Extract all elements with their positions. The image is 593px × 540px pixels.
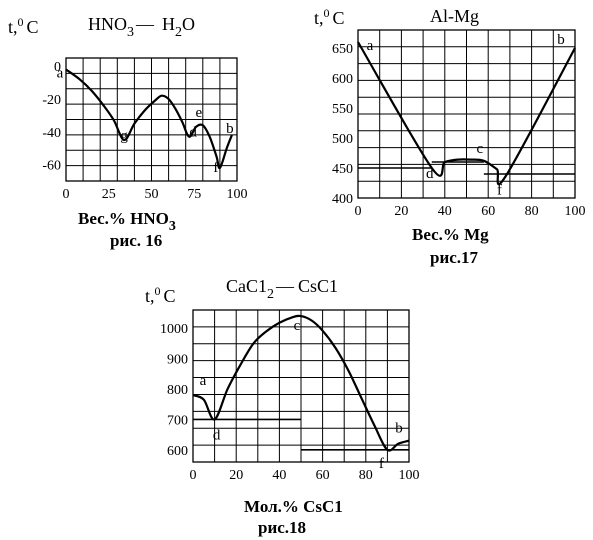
- fig16-liquidus-curve: [65, 68, 233, 170]
- point-label-d: d: [189, 125, 197, 141]
- y-tick-label: 650: [332, 42, 353, 57]
- fig17-eutectic-lines: [358, 161, 575, 175]
- x-tick-label: 0: [355, 204, 362, 219]
- point-label-a: a: [57, 65, 64, 81]
- point-label-f: f: [379, 456, 384, 472]
- point-label-c: c: [294, 318, 301, 334]
- x-tick-label: 100: [399, 468, 420, 483]
- point-label-b: b: [395, 421, 403, 437]
- y-tick-label: 600: [167, 444, 188, 459]
- fig16-ticks: 0 25 50 75 100 0 -20 -40 -60: [42, 60, 247, 202]
- fig18-title: CaC12— CsC1: [226, 276, 338, 302]
- y-tick-label: 550: [332, 102, 353, 117]
- point-label-e: e: [195, 105, 202, 121]
- fig18-xlabel: Мол.% CsC1: [244, 497, 343, 516]
- x-tick-label: 100: [565, 204, 586, 219]
- y-tick-label: 500: [332, 132, 353, 147]
- fig18-caption: рис.18: [258, 518, 306, 537]
- x-tick-label: 50: [145, 187, 159, 202]
- fig16-title: HNO3— H2O: [88, 14, 195, 40]
- fig18-point-labels: a d c f b: [200, 318, 403, 472]
- y-tick-label: 900: [167, 353, 188, 368]
- y-tick-label: 1000: [160, 322, 188, 337]
- x-tick-label: 25: [102, 187, 116, 202]
- fig16-grid: [65, 57, 238, 182]
- x-tick-label: 100: [227, 187, 248, 202]
- fig18-ylabel: t,0 C: [145, 284, 176, 306]
- fig17-caption: рис.17: [430, 248, 479, 267]
- point-label-g: g: [120, 128, 128, 144]
- x-tick-label: 60: [316, 468, 330, 483]
- plot-frame: [65, 57, 238, 182]
- y-tick-label: 600: [332, 72, 353, 87]
- fig18-grid: [192, 309, 410, 463]
- point-label-a: a: [367, 38, 374, 54]
- fig16-ylabel: t,0 C: [8, 15, 39, 37]
- x-tick-label: 80: [525, 204, 539, 219]
- y-tick-label: 450: [332, 162, 353, 177]
- plot-frame: [192, 309, 410, 463]
- y-tick-label: 0: [54, 60, 61, 75]
- x-tick-label: 60: [481, 204, 495, 219]
- y-tick-label: 400: [332, 192, 353, 207]
- fig16-point-labels: a g de f b: [57, 65, 234, 175]
- fig17-point-labels: a d c f b: [367, 32, 565, 198]
- x-tick-label: 40: [438, 204, 452, 219]
- point-label-b: b: [557, 32, 565, 48]
- phase-diagram-al-mg: t,0 C Al-Mg 0 20 40 60 80 100 400 450 500 550 600 65…: [314, 6, 586, 267]
- point-label-c: c: [477, 141, 484, 157]
- y-tick-label: 800: [167, 383, 188, 398]
- y-tick-label: 700: [167, 413, 188, 428]
- point-label-f: f: [497, 182, 502, 198]
- point-label-f: f: [213, 160, 218, 176]
- fig17-title: Al-Mg: [430, 6, 479, 26]
- y-tick-label: -40: [42, 126, 61, 141]
- fig18-liquidus-curve: [192, 314, 410, 452]
- phase-diagram-hno3-h2o: t,0 C HNO3— H2O 0 25 50 75 100 0 -20 -40 -60 a g de f…: [8, 14, 248, 250]
- point-label-b: b: [226, 121, 234, 137]
- fig16-caption: рис. 16: [110, 231, 162, 250]
- x-tick-label: 75: [187, 187, 201, 202]
- fig17-ticks: 0 20 40 60 80 100 400 450 500 550 600 650: [332, 42, 586, 219]
- x-tick-label: 20: [394, 204, 408, 219]
- fig17-grid: [357, 29, 576, 199]
- point-label-d: d: [426, 166, 434, 182]
- point-label-d: d: [213, 427, 221, 443]
- x-tick-label: 0: [190, 468, 197, 483]
- point-label-a: a: [200, 373, 207, 389]
- x-tick-label: 0: [63, 187, 70, 202]
- x-tick-label: 20: [229, 468, 243, 483]
- fig17-liquidus-curve: [357, 41, 576, 186]
- x-tick-label: 40: [272, 468, 286, 483]
- fig17-ylabel: t,0 C: [314, 6, 345, 28]
- fig16-xlabel: Вес.% HNO3: [78, 209, 176, 234]
- fig18-ticks: 0 20 40 60 80 100 600 700 800 900 1000: [160, 322, 420, 483]
- y-tick-label: -60: [42, 159, 61, 174]
- y-tick-label: -20: [42, 93, 61, 108]
- plot-frame: [357, 29, 576, 199]
- x-tick-label: 80: [359, 468, 373, 483]
- fig17-xlabel: Вес.% Mg: [412, 225, 489, 244]
- phase-diagram-cacl2-cscl: t,0 C CaC12— CsC1 0 20 40 60 80 100 600 700 800 900…: [145, 276, 420, 537]
